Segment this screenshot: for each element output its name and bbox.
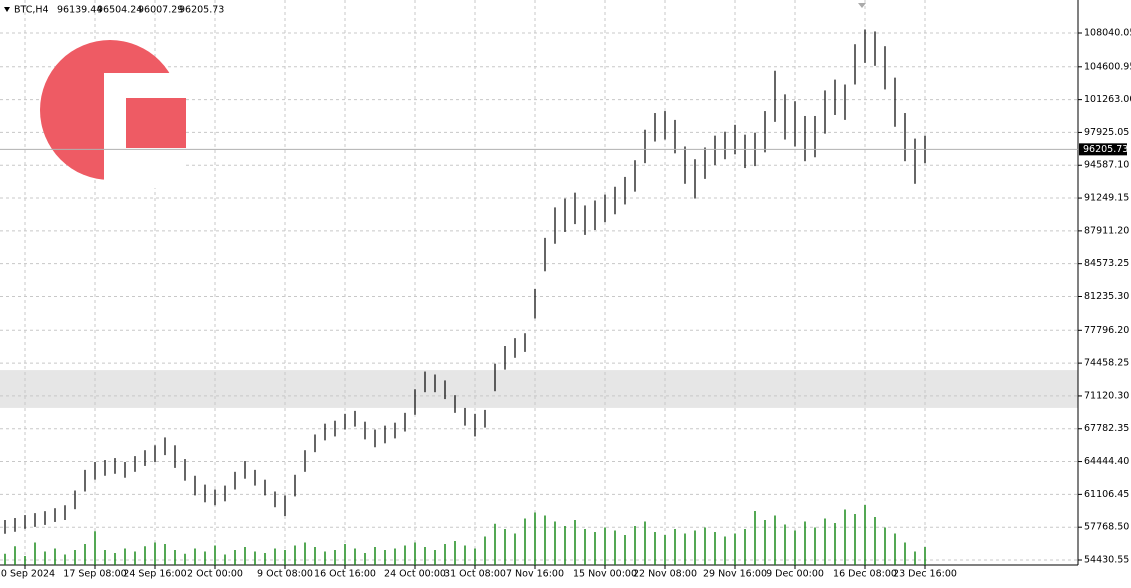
y-tick-label: 94587.10 xyxy=(1084,160,1129,171)
x-tick-label: 23 Dec 16:00 xyxy=(893,569,957,580)
x-tick-label: 24 Oct 00:00 xyxy=(384,569,446,580)
x-tick-label: 16 Oct 16:00 xyxy=(314,569,376,580)
open-value: 96139.44 xyxy=(57,5,102,16)
high-value: 96504.24 xyxy=(97,5,142,16)
x-tick-label: 16 Dec 08:00 xyxy=(833,569,897,580)
y-tick-label: 54430.55 xyxy=(1084,555,1129,566)
y-tick-label: 104600.95 xyxy=(1084,61,1131,72)
y-tick-label: 87911.20 xyxy=(1084,225,1129,236)
x-tick-label: 24 Sep 16:00 xyxy=(123,569,186,580)
y-tick-label: 64444.40 xyxy=(1084,456,1129,467)
y-tick-label: 74458.25 xyxy=(1084,358,1129,369)
y-tick-label: 91249.15 xyxy=(1084,193,1129,204)
low-value: 96007.29 xyxy=(138,5,183,16)
x-tick-label: 10 Sep 2024 xyxy=(0,569,55,580)
marker xyxy=(858,3,866,8)
x-tick-label: 22 Nov 08:00 xyxy=(633,569,697,580)
background-layer xyxy=(0,0,1078,565)
x-tick-label: 9 Dec 00:00 xyxy=(766,569,824,580)
y-tick-label: 77796.20 xyxy=(1084,325,1129,336)
x-tick-label: 7 Nov 16:00 xyxy=(506,569,564,580)
last-price-box xyxy=(1079,143,1127,156)
y-tick-label: 67782.35 xyxy=(1084,423,1129,434)
logo xyxy=(40,40,186,188)
x-tick-label: 31 Oct 08:00 xyxy=(444,569,506,580)
last-price-label: 96205.73 xyxy=(1083,144,1128,155)
y-tick-label: 81235.30 xyxy=(1084,291,1129,302)
x-tick-label: 9 Oct 08:00 xyxy=(257,569,313,580)
y-tick-label: 71120.30 xyxy=(1084,390,1129,401)
y-tick-label: 97925.05 xyxy=(1084,127,1129,138)
y-tick-label: 101263.00 xyxy=(1084,94,1131,105)
symbol: BTC,H4 xyxy=(14,5,49,16)
x-tick-label: 29 Nov 16:00 xyxy=(703,569,767,580)
x-tick-label: 17 Sep 08:00 xyxy=(63,569,126,580)
y-tick-label: 108040.05 xyxy=(1084,28,1131,39)
x-tick-label: 2 Oct 00:00 xyxy=(187,569,243,580)
close-value: 96205.73 xyxy=(179,5,224,16)
y-tick-label: 84573.25 xyxy=(1084,258,1129,269)
zone xyxy=(0,370,1078,408)
x-tick-label: 15 Nov 00:00 xyxy=(573,569,637,580)
header-triangle xyxy=(4,7,10,12)
y-tick-label: 61106.45 xyxy=(1084,489,1129,500)
y-tick-label: 57768.50 xyxy=(1084,522,1129,533)
